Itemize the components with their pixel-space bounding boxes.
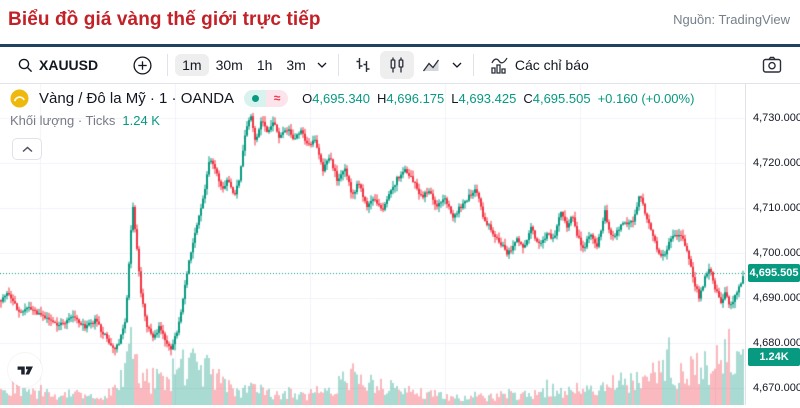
toolbar-separator [167, 54, 169, 76]
tradingview-logo-icon [16, 361, 35, 380]
indicators-button[interactable]: Các chỉ báo [481, 51, 596, 79]
interval-label: 3m [286, 57, 306, 73]
interval-label: 1h [256, 57, 273, 73]
search-icon [17, 57, 34, 74]
high-label: H [377, 90, 387, 106]
interval-button-1m[interactable]: 1m [175, 54, 209, 76]
collapse-legend-button[interactable] [12, 138, 42, 160]
open-value: 4,695.340 [312, 90, 371, 106]
price-chart-canvas[interactable] [0, 84, 745, 405]
symbol-search-button[interactable]: XAUUSD [10, 53, 105, 78]
axis-price-label: 4,720.000 [753, 157, 800, 169]
open-label: O [302, 90, 313, 106]
market-open-dot-icon [244, 89, 267, 107]
axis-price-label: 4,680.000 [753, 337, 800, 349]
symbol-search-label: XAUUSD [39, 57, 99, 73]
header-divider [0, 44, 800, 47]
axis-price-label: 4,670.000 [753, 382, 800, 394]
change-value: +0.160 (+0.00%) [597, 90, 695, 106]
close-label: C [523, 90, 533, 106]
candlestick-chart-icon [387, 55, 407, 75]
snapshot-button[interactable] [754, 51, 790, 79]
indicators-icon [488, 55, 510, 75]
current-volume-badge: 1.24K [748, 348, 800, 366]
chart-style-area-button[interactable] [414, 51, 448, 79]
low-label: L [451, 90, 459, 106]
interval-button-30m[interactable]: 30m [209, 54, 250, 76]
delayed-data-icon: ≈ [266, 89, 289, 107]
interval-menu-button[interactable] [313, 58, 331, 72]
indicators-label: Các chỉ báo [514, 57, 589, 73]
chart-toolbar: XAUUSD 1m 30m 1h 3m [0, 47, 800, 84]
chevron-down-icon [317, 62, 327, 68]
volume-study-value: 1.24 K [122, 112, 160, 128]
chevron-up-icon [22, 145, 33, 153]
chart-pane: 4,695.505 1.24K 4,730.000 4,720.000 4,710.… [0, 84, 800, 407]
axis-price-label: 4,730.000 [753, 112, 800, 124]
area-chart-icon [421, 55, 441, 75]
high-value: 4,696.175 [386, 90, 445, 106]
axis-price-label: 4,690.000 [753, 292, 800, 304]
toolbar-separator [337, 54, 339, 76]
ohlc-values: O4,695.340 H4,696.175 L4,693.425 C4,695.… [302, 91, 694, 106]
source-credit: Nguồn: TradingView [673, 12, 790, 27]
symbol-legend-row: Vàng / Đô la Mỹ · 1 · OANDA ≈ O4,695.340… [10, 88, 694, 108]
chart-style-candles-button[interactable] [379, 51, 414, 79]
interval-label: 30m [215, 57, 243, 73]
interval-button-1h[interactable]: 1h [250, 54, 280, 76]
volume-study-label: Khối lượng · Ticks [10, 112, 116, 128]
plus-circle-icon [132, 55, 153, 76]
close-value: 4,695.505 [532, 90, 591, 106]
low-value: 4,693.425 [458, 90, 517, 106]
toolbar-separator [472, 54, 474, 76]
market-status-indicator[interactable]: ≈ [244, 89, 289, 107]
interval-button-3m[interactable]: 3m [279, 54, 312, 76]
page-title: Biểu đồ giá vàng thế giới trực tiếp [8, 9, 321, 30]
interval-label: 1m [182, 57, 202, 73]
chart-style-menu-button[interactable] [448, 58, 466, 72]
volume-legend-row: Khối lượng · Ticks 1.24 K [10, 111, 694, 129]
camera-icon [761, 55, 783, 75]
current-price-badge: 4,695.505 [748, 264, 800, 283]
tradingview-logo[interactable] [8, 353, 42, 387]
chart-style-bars-button[interactable] [346, 51, 380, 79]
page-header: Biểu đồ giá vàng thế giới trực tiếp Nguồ… [0, 0, 800, 44]
axis-price-label: 4,700.000 [753, 247, 800, 259]
symbol-title[interactable]: Vàng / Đô la Mỹ · 1 · OANDA [39, 89, 235, 107]
gold-coin-icon [10, 89, 29, 108]
bars-chart-icon [353, 55, 373, 75]
axis-price-label: 4,710.000 [753, 202, 800, 214]
chevron-down-icon [452, 62, 462, 68]
chart-legend: Vàng / Đô la Mỹ · 1 · OANDA ≈ O4,695.340… [10, 88, 694, 160]
price-axis[interactable]: 4,695.505 1.24K 4,730.000 4,720.000 4,710.… [745, 84, 800, 405]
compare-add-symbol-button[interactable] [125, 51, 160, 80]
